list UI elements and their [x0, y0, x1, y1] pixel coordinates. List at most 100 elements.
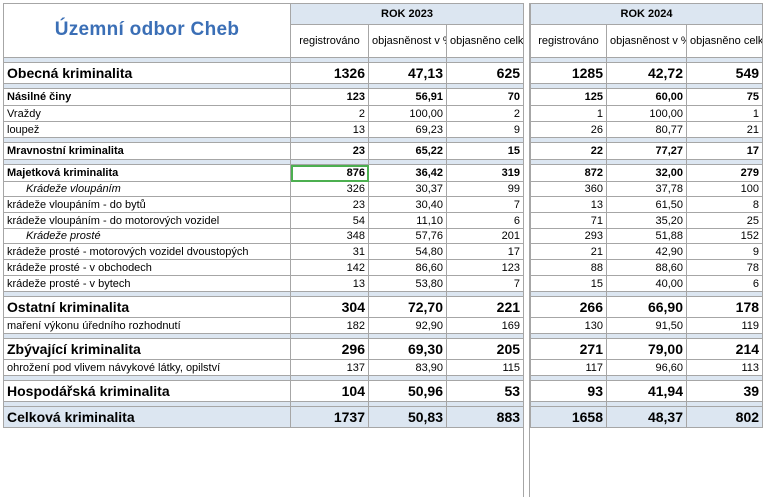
- value-cell-2023[interactable]: 83,90: [368, 359, 447, 376]
- value-cell-2023[interactable]: 65,22: [368, 142, 447, 160]
- value-cell-2023[interactable]: 57,76: [368, 228, 447, 244]
- value-cell-2024[interactable]: 32,00: [606, 164, 687, 182]
- value-cell-2023[interactable]: 201: [445, 228, 525, 244]
- value-cell-2023[interactable]: 142: [290, 259, 369, 276]
- value-cell-2024[interactable]: 119: [685, 317, 764, 334]
- value-cell-2023[interactable]: 6: [445, 212, 525, 229]
- value-cell-2023[interactable]: 50,83: [368, 406, 447, 428]
- value-cell-2024[interactable]: 40,00: [606, 275, 687, 292]
- value-cell-2023[interactable]: 123: [290, 88, 369, 106]
- column-header-2023[interactable]: objasněnost v %: [368, 24, 447, 58]
- value-cell-2024[interactable]: 271: [530, 338, 607, 360]
- row-label[interactable]: Krádeže vloupáním: [3, 181, 291, 197]
- value-cell-2024[interactable]: 26: [530, 121, 607, 138]
- value-cell-2023[interactable]: 72,70: [368, 296, 447, 318]
- row-label[interactable]: Hospodářská kriminalita: [3, 380, 291, 402]
- value-cell-2024[interactable]: 100: [685, 181, 764, 197]
- value-cell-2023[interactable]: 30,40: [368, 196, 447, 213]
- value-cell-2023[interactable]: 348: [290, 228, 369, 244]
- value-cell-2024[interactable]: 266: [530, 296, 607, 318]
- value-cell-2023[interactable]: 17: [445, 243, 525, 260]
- row-label[interactable]: krádeže vloupáním - do bytů: [3, 196, 291, 213]
- value-cell-2023[interactable]: 13: [290, 121, 369, 138]
- row-label[interactable]: krádeže prosté - v obchodech: [3, 259, 291, 276]
- value-cell-2024[interactable]: 22: [530, 142, 607, 160]
- value-cell-2023[interactable]: 304: [290, 296, 369, 318]
- value-cell-2024[interactable]: 1: [685, 105, 764, 122]
- value-cell-2024[interactable]: 1658: [530, 406, 607, 428]
- value-cell-2024[interactable]: 77,27: [606, 142, 687, 160]
- value-cell-2024[interactable]: 15: [530, 275, 607, 292]
- value-cell-2024[interactable]: 872: [530, 164, 607, 182]
- column-header-2024[interactable]: registrováno: [530, 24, 607, 58]
- value-cell-2023[interactable]: 99: [445, 181, 525, 197]
- row-label[interactable]: Mravnostní kriminalita: [3, 142, 291, 160]
- value-cell-2023[interactable]: 54,80: [368, 243, 447, 260]
- column-header-2024[interactable]: objasněnost v %: [606, 24, 687, 58]
- value-cell-2024[interactable]: 41,94: [606, 380, 687, 402]
- value-cell-2023[interactable]: 326: [290, 181, 369, 197]
- value-cell-2023[interactable]: 23: [290, 142, 369, 160]
- value-cell-2023[interactable]: 36,42: [368, 164, 447, 182]
- value-cell-2024[interactable]: 178: [685, 296, 764, 318]
- value-cell-2024[interactable]: 549: [685, 62, 764, 84]
- value-cell-2024[interactable]: 9: [685, 243, 764, 260]
- value-cell-2024[interactable]: 79,00: [606, 338, 687, 360]
- row-label[interactable]: krádeže vloupáním - do motorových vozide…: [3, 212, 291, 229]
- value-cell-2023[interactable]: 30,37: [368, 181, 447, 197]
- value-cell-2023[interactable]: 56,91: [368, 88, 447, 106]
- value-cell-2023[interactable]: 31: [290, 243, 369, 260]
- value-cell-2024[interactable]: 39: [685, 380, 764, 402]
- value-cell-2023[interactable]: 23: [290, 196, 369, 213]
- value-cell-2023[interactable]: 54: [290, 212, 369, 229]
- value-cell-2024[interactable]: 96,60: [606, 359, 687, 376]
- value-cell-2023[interactable]: 50,96: [368, 380, 447, 402]
- value-cell-2024[interactable]: 42,90: [606, 243, 687, 260]
- value-cell-2024[interactable]: 1285: [530, 62, 607, 84]
- value-cell-2023[interactable]: 104: [290, 380, 369, 402]
- value-cell-2024[interactable]: 80,77: [606, 121, 687, 138]
- value-cell-2023[interactable]: 9: [445, 121, 525, 138]
- value-cell-2023[interactable]: 69,23: [368, 121, 447, 138]
- value-cell-2024[interactable]: 100,00: [606, 105, 687, 122]
- value-cell-2023[interactable]: 13: [290, 275, 369, 292]
- row-label[interactable]: krádeže prosté - motorových vozidel dvou…: [3, 243, 291, 260]
- row-label[interactable]: maření výkonu úředního rozhodnutí: [3, 317, 291, 334]
- value-cell-2023[interactable]: 15: [445, 142, 525, 160]
- value-cell-2024[interactable]: 130: [530, 317, 607, 334]
- value-cell-2024[interactable]: 88,60: [606, 259, 687, 276]
- value-cell-2023[interactable]: 625: [445, 62, 525, 84]
- value-cell-2024[interactable]: 60,00: [606, 88, 687, 106]
- row-label[interactable]: Obecná kriminalita: [3, 62, 291, 84]
- value-cell-2024[interactable]: 21: [530, 243, 607, 260]
- value-cell-2023[interactable]: 53: [445, 380, 525, 402]
- value-cell-2023[interactable]: 182: [290, 317, 369, 334]
- column-header-2024[interactable]: objasněno celkem: [685, 24, 764, 58]
- value-cell-2023[interactable]: 69,30: [368, 338, 447, 360]
- row-label[interactable]: krádeže prosté - v bytech: [3, 275, 291, 292]
- value-cell-2023[interactable]: 7: [445, 196, 525, 213]
- row-label[interactable]: ohrožení pod vlivem návykové látky, opil…: [3, 359, 291, 376]
- year-header-2023[interactable]: ROK 2023: [289, 3, 525, 25]
- value-cell-2023[interactable]: 47,13: [368, 62, 447, 84]
- value-cell-2024[interactable]: 75: [685, 88, 764, 106]
- value-cell-2024[interactable]: 37,78: [606, 181, 687, 197]
- value-cell-2024[interactable]: 35,20: [606, 212, 687, 229]
- value-cell-2023[interactable]: 11,10: [368, 212, 447, 229]
- value-cell-2024[interactable]: 88: [530, 259, 607, 276]
- row-label[interactable]: Zbývající kriminalita: [3, 338, 291, 360]
- value-cell-2024[interactable]: 279: [685, 164, 764, 182]
- value-cell-2023[interactable]: 205: [445, 338, 525, 360]
- value-cell-2024[interactable]: 71: [530, 212, 607, 229]
- value-cell-2024[interactable]: 51,88: [606, 228, 687, 244]
- value-cell-2023[interactable]: 1737: [290, 406, 369, 428]
- title-cell[interactable]: Územní odbor Cheb: [3, 3, 291, 58]
- value-cell-2024[interactable]: 152: [685, 228, 764, 244]
- row-label[interactable]: Majetková kriminalita: [3, 164, 291, 182]
- value-cell-2024[interactable]: 42,72: [606, 62, 687, 84]
- value-cell-2023[interactable]: 169: [445, 317, 525, 334]
- value-cell-2024[interactable]: 13: [530, 196, 607, 213]
- value-cell-2023[interactable]: 53,80: [368, 275, 447, 292]
- column-header-2023[interactable]: registrováno: [290, 24, 369, 58]
- value-cell-2023[interactable]: 92,90: [368, 317, 447, 334]
